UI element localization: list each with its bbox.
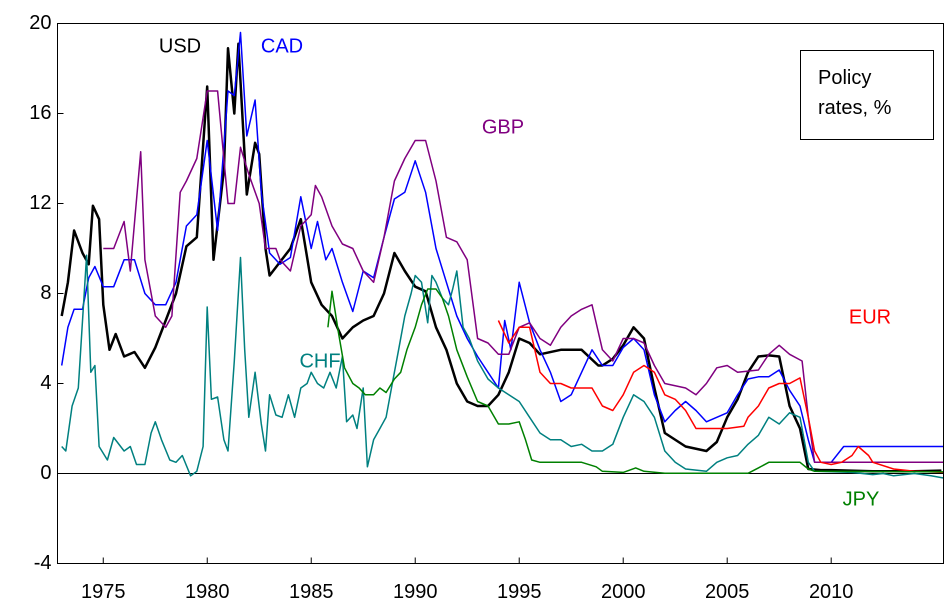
y-tick-label: 20 xyxy=(29,12,51,34)
series-label: JPY xyxy=(843,488,880,510)
x-tick-label: 1975 xyxy=(81,581,126,603)
y-tick-label: -4 xyxy=(34,552,52,574)
x-tick-label: 1990 xyxy=(393,581,438,603)
x-tick-label: 1995 xyxy=(497,581,542,603)
series-label: EUR xyxy=(849,306,891,328)
series-line xyxy=(103,90,944,464)
series-line xyxy=(497,320,944,474)
x-tick-label: 2010 xyxy=(809,581,854,603)
x-tick-label: 1980 xyxy=(185,581,230,603)
series-label: CAD xyxy=(261,35,303,57)
x-tick-label: 2000 xyxy=(601,581,646,603)
series-label: CHF xyxy=(299,350,340,372)
series-line xyxy=(60,42,942,473)
x-tick-label: 2005 xyxy=(705,581,750,603)
series-line xyxy=(327,288,944,475)
y-tick-label: 0 xyxy=(40,462,51,484)
series-label: USD xyxy=(159,35,201,57)
series-line xyxy=(60,31,944,464)
annotation: Policy rates, % xyxy=(800,50,934,140)
y-tick-label: 16 xyxy=(29,102,51,124)
series-label: GBP xyxy=(482,116,524,138)
y-tick-label: 8 xyxy=(40,282,51,304)
series-line xyxy=(61,254,944,479)
x-tick-label: 1985 xyxy=(289,581,334,603)
y-tick-label: 12 xyxy=(29,192,51,214)
y-tick-label: 4 xyxy=(40,372,51,394)
